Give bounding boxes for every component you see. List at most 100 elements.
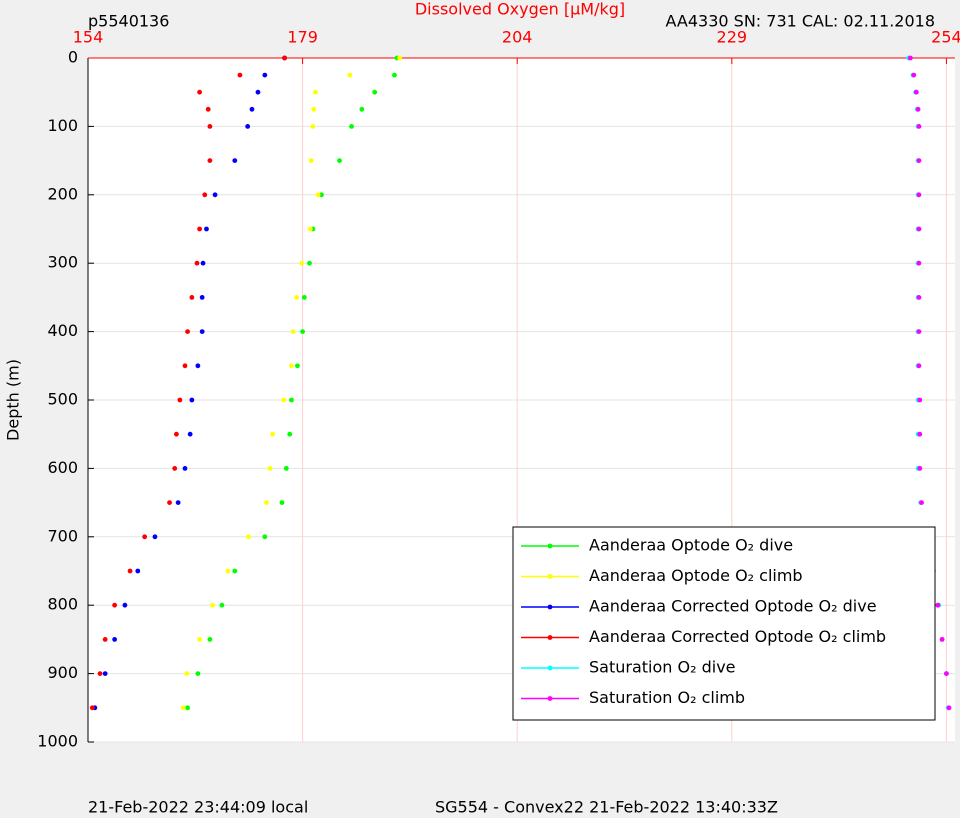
y-tick-label: 700 [47,526,78,545]
data-point [97,671,103,676]
data-point [255,89,261,95]
data-point [142,534,148,540]
y-tick-label: 1000 [37,732,78,751]
data-point [199,329,205,334]
y-tick-label: 300 [47,253,78,272]
legend-marker [547,543,553,549]
right-note: AA4330 SN: 731 CAL: 02.11.2018 [666,12,935,31]
data-point [294,295,299,300]
data-point [180,705,186,711]
data-point [313,89,318,95]
legend-box [512,526,936,721]
y-axis-label: Depth (m) [4,359,23,441]
x-tick-label: 204 [502,28,533,47]
data-point [207,637,213,642]
data-point [300,329,306,334]
x-tick-label: 154 [73,28,104,47]
y-tick-label: 900 [47,663,78,682]
data-point [194,260,200,266]
data-point [281,397,287,403]
legend-label: Saturation O₂ dive [589,658,736,677]
data-point [197,89,202,95]
data-point [267,466,273,471]
data-point [911,72,917,78]
data-point [112,602,118,608]
footer-left: 21-Feb-2022 23:44:09 local [88,798,308,817]
data-point [279,500,285,505]
data-point [174,431,179,437]
legend-label: Aanderaa Optode O₂ dive [589,536,793,555]
x-tick-label: 229 [717,28,748,47]
data-point [262,534,268,540]
data-point [185,705,190,711]
data-point [102,637,108,642]
data-point [349,124,354,129]
data-point [175,500,181,505]
data-point [315,192,321,198]
data-point [308,158,314,164]
data-point [311,106,317,112]
data-point [907,55,913,61]
data-point [916,329,922,334]
y-tick-label: 500 [47,390,78,409]
legend-marker [547,665,553,671]
data-point [197,226,202,232]
data-point [167,500,172,505]
data-point [245,124,251,129]
data-point [189,397,195,403]
y-tick-label: 200 [47,184,78,203]
data-point [282,55,287,61]
data-point [207,124,213,129]
data-point [917,466,923,471]
legend-marker [547,696,553,701]
data-point [89,705,95,711]
data-point [187,431,193,437]
data-point [264,500,269,505]
data-point [916,192,922,198]
y-tick-label: 800 [47,595,78,614]
data-point [307,260,312,266]
y-tick-label: 600 [47,458,78,477]
data-point [939,637,945,642]
data-point [122,602,128,608]
data-point [182,466,188,471]
data-point [290,329,296,334]
data-point [177,397,183,403]
legend-marker [547,574,553,579]
data-point [916,226,922,232]
data-point [913,89,919,95]
data-point [246,534,251,540]
data-point [915,106,921,112]
left-note: p5540136 [88,12,169,31]
data-point [202,192,208,198]
data-point [270,431,275,437]
data-point [199,295,205,300]
data-point [127,568,133,574]
data-point [916,295,922,300]
data-point [372,89,378,95]
legend-label: Aanderaa Optode O₂ climb [589,566,803,585]
y-tick-label: 0 [68,48,78,67]
data-point [916,158,922,164]
data-point [310,124,316,129]
data-point [219,602,225,608]
legend-marker [547,635,553,640]
legend-label: Saturation O₂ climb [589,688,745,707]
legend-label: Aanderaa Corrected Optode O₂ dive [589,597,877,616]
data-point [283,466,289,471]
data-point [935,602,941,608]
data-point [205,106,211,112]
data-point [917,431,923,437]
data-point [319,192,324,198]
x-tick-label: 254 [931,28,960,47]
data-point [112,637,118,642]
data-point [232,158,238,164]
data-point [946,705,952,711]
data-point [307,226,313,232]
data-point [337,158,342,164]
data-point [225,568,231,574]
data-point [184,671,190,676]
data-point [197,637,202,642]
data-point [299,260,305,266]
